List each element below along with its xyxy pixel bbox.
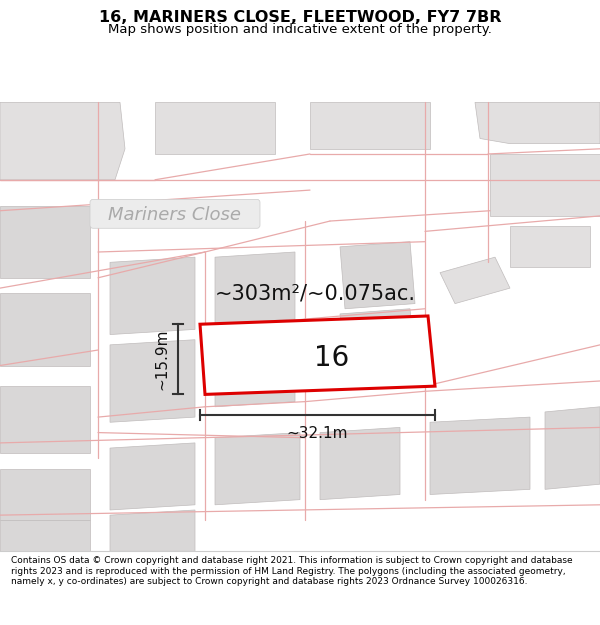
Text: Contains OS data © Crown copyright and database right 2021. This information is : Contains OS data © Crown copyright and d… bbox=[11, 556, 572, 586]
Polygon shape bbox=[490, 154, 600, 216]
Polygon shape bbox=[340, 242, 415, 309]
Polygon shape bbox=[430, 417, 530, 494]
Polygon shape bbox=[440, 257, 510, 304]
Polygon shape bbox=[340, 309, 415, 371]
Polygon shape bbox=[510, 226, 590, 268]
Text: Map shows position and indicative extent of the property.: Map shows position and indicative extent… bbox=[108, 22, 492, 36]
Polygon shape bbox=[110, 510, 195, 551]
FancyBboxPatch shape bbox=[90, 199, 260, 228]
Polygon shape bbox=[545, 407, 600, 489]
Polygon shape bbox=[310, 102, 430, 149]
Text: 16, MARINERS CLOSE, FLEETWOOD, FY7 7BR: 16, MARINERS CLOSE, FLEETWOOD, FY7 7BR bbox=[99, 10, 501, 25]
Text: ~15.9m: ~15.9m bbox=[155, 329, 170, 390]
Text: Mariners Close: Mariners Close bbox=[109, 206, 241, 224]
Polygon shape bbox=[0, 206, 90, 278]
Polygon shape bbox=[110, 443, 195, 510]
Polygon shape bbox=[0, 520, 90, 551]
Polygon shape bbox=[0, 386, 90, 453]
Polygon shape bbox=[0, 293, 90, 366]
Text: ~32.1m: ~32.1m bbox=[287, 426, 348, 441]
Polygon shape bbox=[110, 257, 195, 334]
Polygon shape bbox=[215, 252, 295, 324]
Polygon shape bbox=[0, 102, 125, 180]
Polygon shape bbox=[155, 102, 275, 154]
Polygon shape bbox=[215, 432, 300, 505]
Polygon shape bbox=[0, 469, 90, 520]
Polygon shape bbox=[200, 316, 435, 394]
Text: ~303m²/~0.075ac.: ~303m²/~0.075ac. bbox=[215, 283, 415, 303]
Polygon shape bbox=[475, 102, 600, 144]
Polygon shape bbox=[320, 428, 400, 499]
Text: 16: 16 bbox=[314, 344, 350, 372]
Polygon shape bbox=[110, 340, 195, 422]
Polygon shape bbox=[215, 329, 295, 407]
